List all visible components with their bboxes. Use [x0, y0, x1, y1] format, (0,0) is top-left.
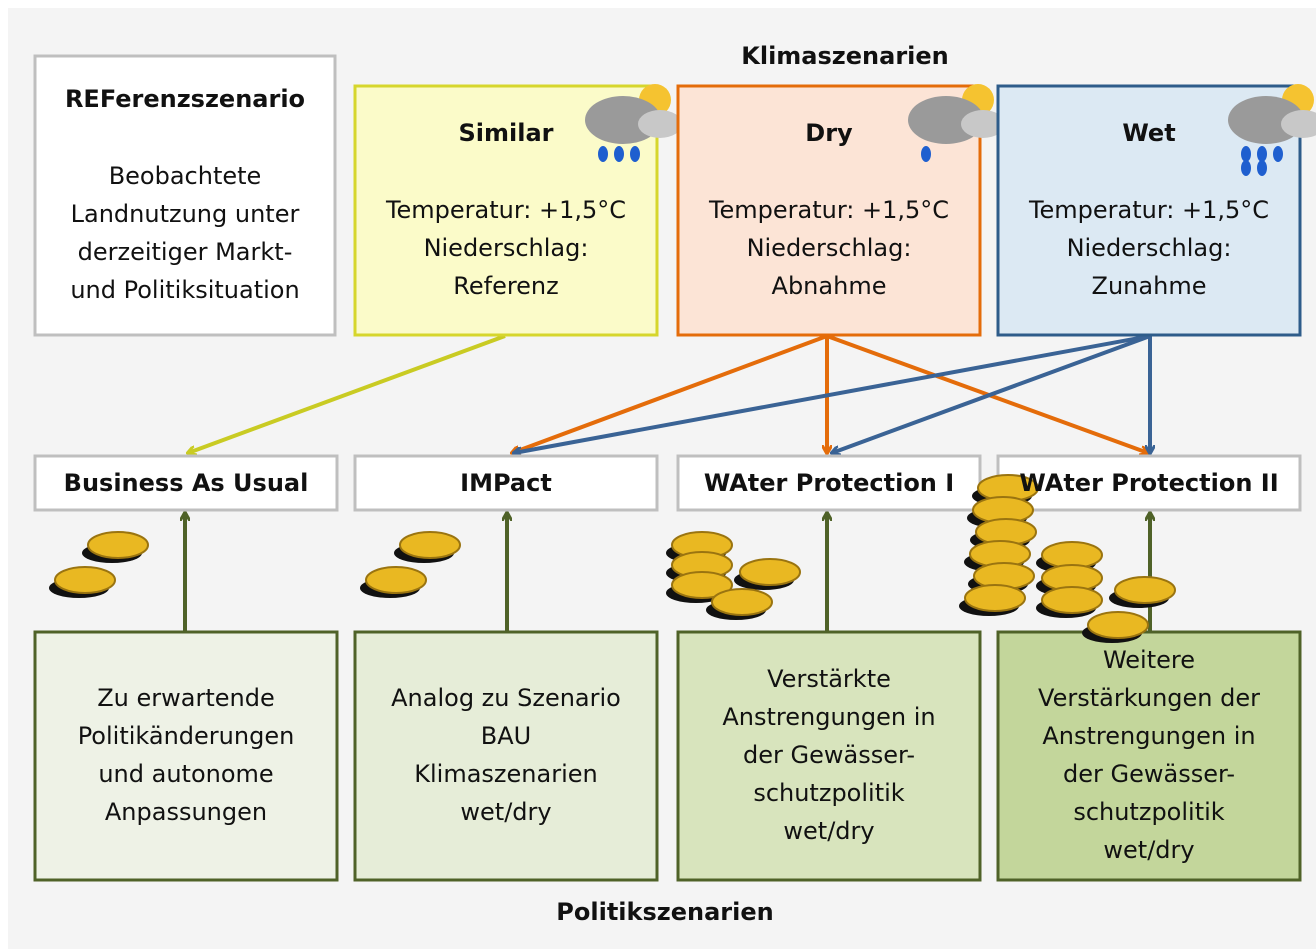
reference-box [33, 54, 337, 337]
coin [87, 531, 149, 559]
body-line: Niederschlag: [424, 234, 589, 262]
body-line: Verstärkungen der [1038, 684, 1260, 712]
raindrop [1273, 146, 1283, 162]
body-line: Verstärkte [767, 665, 891, 693]
policy-label-box [353, 454, 659, 512]
raindrop [1241, 160, 1251, 176]
body-line: Beobachtete [109, 162, 262, 190]
body-line: und autonome [98, 760, 273, 788]
cloud [1281, 110, 1316, 138]
coin [399, 531, 461, 559]
body-line: Zunahme [1092, 272, 1207, 300]
body-line: Politikänderungen [78, 722, 295, 750]
body-line: wet/dry [1103, 836, 1194, 864]
body-line: und Politiksituation [70, 276, 299, 304]
policy-label: WAter Protection II [1019, 469, 1278, 497]
weather-icon [908, 84, 1005, 162]
body-line: Anpassungen [105, 798, 267, 826]
policy-label-box [676, 454, 982, 512]
policy-box [996, 630, 1302, 882]
climate-title: Similar [458, 119, 553, 147]
raindrop [1241, 146, 1251, 162]
footer: Politikszenarien [556, 898, 773, 926]
coin [1087, 611, 1149, 639]
body-line: derzeitiger Markt- [78, 238, 293, 266]
body-line: Temperatur: +1,5°C [385, 196, 626, 224]
weather-icon [585, 84, 682, 162]
coin [1114, 576, 1176, 604]
body-line: Landnutzung unter [71, 200, 300, 228]
body-line: schutzpolitik [753, 779, 904, 807]
body-line: Referenz [453, 272, 559, 300]
header: Klimaszenarien [741, 42, 949, 70]
body-line: schutzpolitik [1073, 798, 1224, 826]
coin [54, 566, 116, 594]
body-line: Temperatur: +1,5°C [708, 196, 949, 224]
policy-box [676, 630, 982, 882]
body-line: Niederschlag: [747, 234, 912, 262]
body-line: wet/dry [460, 798, 551, 826]
body-line: Analog zu Szenario [391, 684, 621, 712]
body-line: Zu erwartende [97, 684, 275, 712]
policy-label: Business As Usual [64, 469, 309, 497]
policy-label-box [996, 454, 1302, 512]
coin [739, 558, 801, 586]
raindrop [614, 146, 624, 162]
raindrop [630, 146, 640, 162]
body-line: Weitere [1103, 646, 1195, 674]
arrows [185, 334, 1150, 631]
raindrop [1257, 160, 1267, 176]
weather-icon [1228, 84, 1316, 176]
body-line: wet/dry [783, 817, 874, 845]
body-line: BAU [481, 722, 531, 750]
body-line: der Gewässer- [743, 741, 915, 769]
coin [365, 566, 427, 594]
coin [1041, 586, 1103, 614]
policy-label-box [33, 454, 339, 512]
coin [671, 571, 733, 599]
climate-title: Wet [1122, 119, 1175, 147]
raindrop [1257, 146, 1267, 162]
body-line: Anstrengungen in [722, 703, 935, 731]
cloud [961, 110, 1005, 138]
body-line: Temperatur: +1,5°C [1028, 196, 1269, 224]
raindrop [598, 146, 608, 162]
coin [711, 588, 773, 616]
body-line: Niederschlag: [1067, 234, 1232, 262]
policy-label: WAter Protection I [704, 469, 954, 497]
coin [964, 584, 1026, 612]
body-line: Anstrengungen in [1042, 722, 1255, 750]
climate-title: Dry [805, 119, 853, 147]
raindrop [921, 146, 931, 162]
policy-box [33, 630, 339, 882]
reference-title: REFerenzszenario [65, 85, 305, 113]
body-line: Abnahme [772, 272, 887, 300]
cloud [638, 110, 682, 138]
policy-box [353, 630, 659, 882]
body-line: Klimaszenarien [414, 760, 597, 788]
body-line: der Gewässer- [1063, 760, 1235, 788]
policy-label: IMPact [460, 469, 552, 497]
